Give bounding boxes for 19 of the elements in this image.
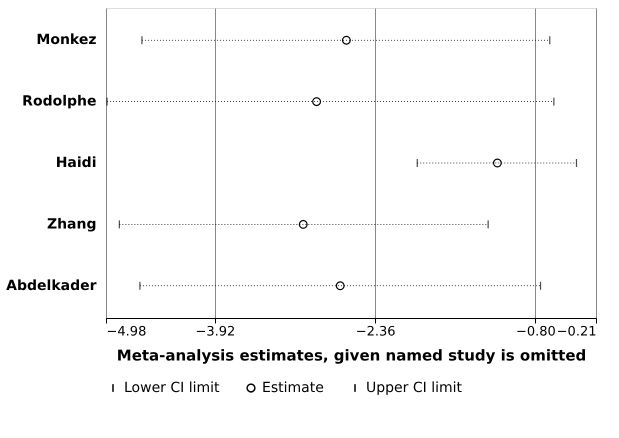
legend-label: Estimate	[262, 380, 324, 396]
point	[312, 97, 322, 106]
x-tick-label: −0.21	[556, 324, 596, 340]
y-tick-label: Haidi	[56, 155, 96, 171]
y-tick-label: Zhang	[46, 216, 96, 232]
y-tick-label: Abdelkader	[6, 278, 97, 294]
text: Lower CI limit	[124, 380, 220, 396]
x-tick-label: −3.92	[195, 324, 236, 340]
x-tick-label: −0.80	[516, 324, 556, 340]
point	[342, 36, 351, 45]
point	[298, 220, 308, 229]
x-axis-title: Meta-analysis estimates, given named study is omitted	[116, 346, 586, 364]
point	[336, 281, 345, 290]
point	[492, 158, 502, 168]
x-tick-label: −4.98	[106, 324, 146, 340]
x-tick-label: −2.36	[356, 324, 396, 340]
y-tick-label: Rodolphe	[22, 94, 96, 110]
y-tick-label: Monkez	[36, 32, 96, 48]
text: Upper CI limit	[366, 380, 462, 396]
